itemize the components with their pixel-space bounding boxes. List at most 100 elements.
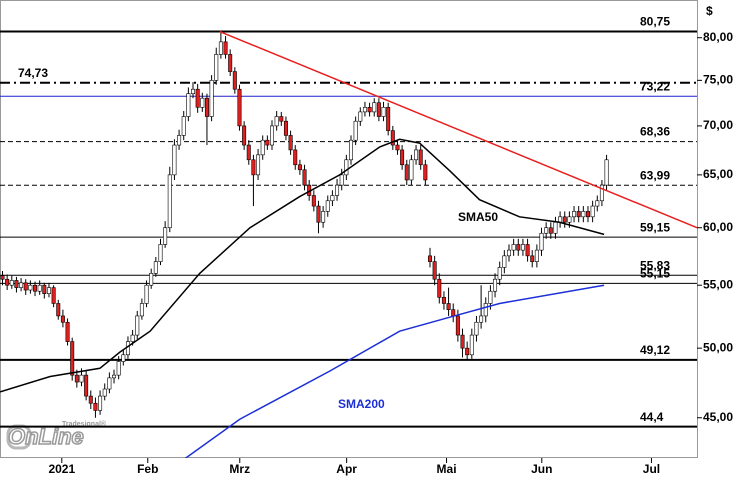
candle-body: [28, 284, 33, 291]
candle-body: [232, 71, 237, 90]
candle-body: [460, 334, 465, 349]
candle-body: [33, 284, 38, 292]
candle-body: [135, 315, 140, 336]
candle-body: [242, 125, 247, 146]
candle-body: [270, 125, 275, 146]
candle-body: [344, 159, 349, 176]
candle-body: [427, 255, 432, 262]
candle-body: [534, 249, 539, 262]
candle-body: [112, 374, 117, 379]
candle-body: [469, 334, 474, 356]
candle-body: [585, 211, 590, 218]
candle-body: [177, 135, 182, 146]
candle-body: [288, 135, 293, 151]
candle-body: [19, 282, 24, 288]
level-label: 68,36: [640, 125, 670, 139]
level-label: 73,22: [640, 79, 670, 93]
candle-body: [260, 139, 265, 156]
candle-body: [116, 361, 121, 376]
candle-body: [51, 287, 56, 304]
candle-body: [530, 255, 535, 262]
candle-body: [163, 227, 168, 245]
x-tick-label: Mai: [437, 462, 457, 476]
y-tick-label: 65,00: [703, 167, 733, 181]
candle-body: [37, 284, 42, 292]
level-label: 80,75: [640, 15, 670, 29]
candle-body: [223, 41, 228, 55]
x-tick-label: Jun: [531, 462, 552, 476]
candle-body: [283, 120, 288, 136]
candle-body: [74, 374, 79, 383]
candle-body: [0, 275, 5, 280]
level-label: 74,73: [18, 66, 48, 80]
candle-body: [88, 395, 93, 404]
candle-body: [265, 139, 270, 146]
candle-body: [367, 107, 372, 113]
candle-body: [590, 205, 595, 218]
candle-body: [316, 205, 321, 223]
y-tick-label: 60,00: [703, 220, 733, 234]
candle-body: [483, 303, 488, 317]
candle-body: [56, 303, 61, 317]
candle-body: [511, 244, 516, 251]
candle-body: [595, 200, 600, 207]
candle-body: [335, 184, 340, 196]
candle-body: [311, 195, 316, 207]
candle-body: [228, 54, 233, 72]
candle-body: [465, 347, 470, 356]
candle-body: [525, 244, 530, 257]
candle-body: [553, 221, 558, 234]
candle-body: [200, 97, 205, 108]
candle-body: [576, 211, 581, 218]
level-label: 55,15: [640, 267, 670, 281]
x-tick-label: Apr: [336, 462, 357, 476]
candle-body: [5, 278, 10, 286]
candle-body: [493, 278, 498, 292]
candle-body: [60, 315, 65, 323]
candle-body: [599, 184, 604, 202]
candle-body: [451, 309, 456, 317]
candle-body: [414, 149, 419, 161]
candle-body: [204, 97, 209, 117]
indicator-line: [184, 284, 605, 458]
candle-body: [79, 374, 84, 383]
y-tick-label: 55,00: [703, 277, 733, 291]
candle-body: [437, 278, 442, 298]
candle-body: [158, 244, 163, 262]
candle-body: [130, 334, 135, 342]
candle-body: [520, 244, 525, 251]
candle-body: [423, 164, 428, 181]
candle-body: [214, 54, 219, 81]
candle-body: [441, 297, 446, 304]
candle-body: [395, 144, 400, 151]
plot-frame: [0, 0, 698, 458]
candle-body: [70, 341, 75, 376]
level-label: 55,83: [640, 258, 670, 272]
candle-body: [297, 164, 302, 171]
candle-body: [209, 80, 214, 117]
candle-body: [455, 315, 460, 336]
candle-body: [562, 216, 567, 223]
candle-body: [516, 244, 521, 251]
y-tick-label: 80,00: [703, 30, 733, 44]
candle-body: [604, 159, 609, 186]
candle-body: [144, 284, 149, 304]
level-label: 63,99: [640, 168, 670, 182]
x-tick-label: Feb: [137, 462, 158, 476]
candle-body: [372, 102, 377, 113]
y-tick-label: 50,00: [703, 340, 733, 354]
candle-body: [139, 303, 144, 317]
y-tick-label: 45,00: [703, 410, 733, 424]
candle-body: [14, 280, 19, 288]
candle-body: [93, 402, 98, 411]
candle-body: [488, 290, 493, 304]
level-label: 59,15: [640, 220, 670, 234]
sma50-label: SMA50: [458, 210, 498, 224]
candle-body: [339, 174, 344, 186]
candle-body: [479, 315, 484, 323]
candle-body: [293, 149, 298, 166]
candle-body: [237, 88, 242, 127]
candle-body: [279, 116, 284, 122]
candle-body: [353, 120, 358, 141]
